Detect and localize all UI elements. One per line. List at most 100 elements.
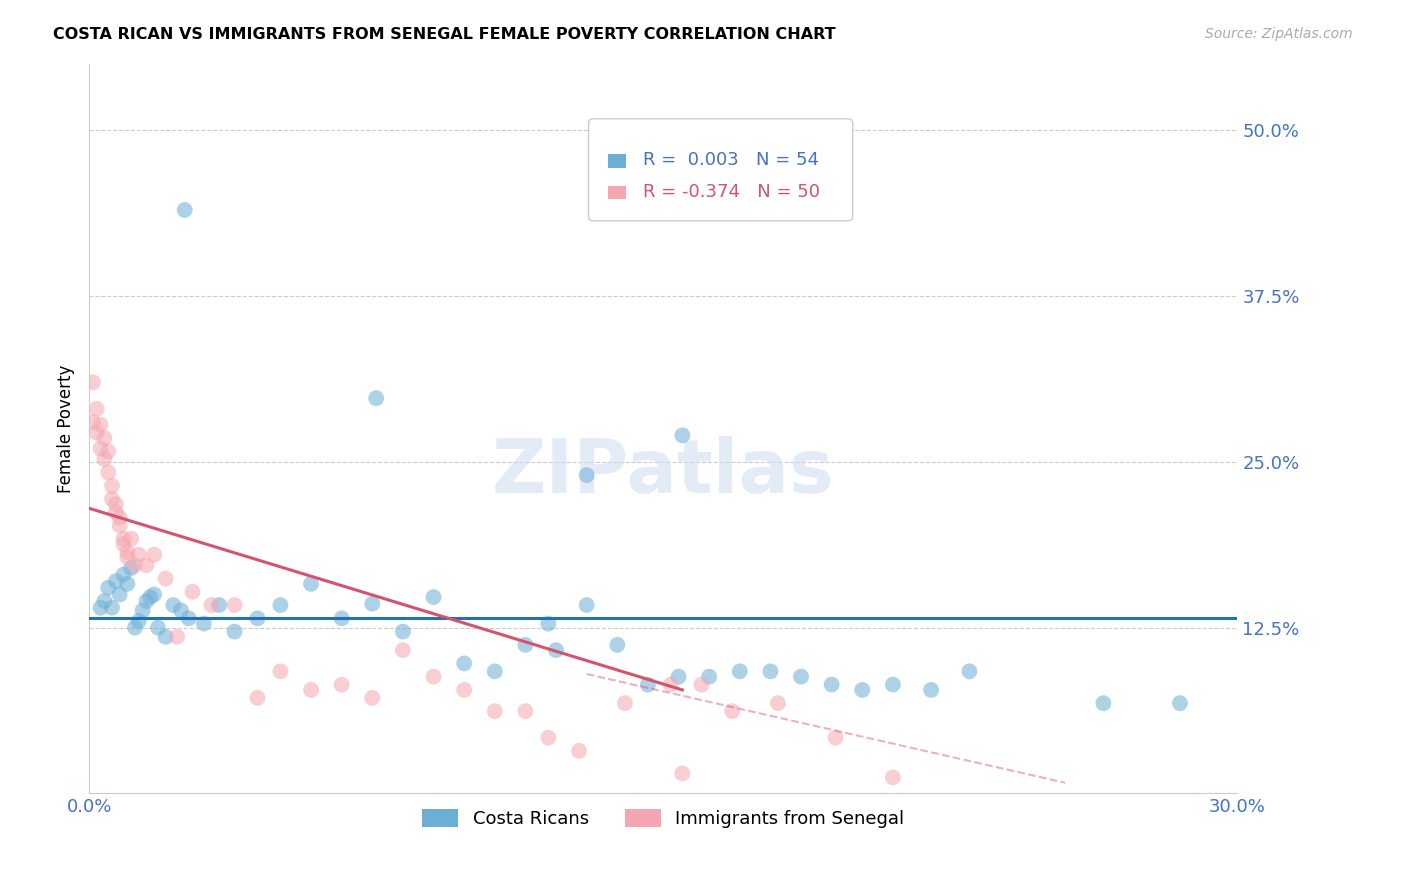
Point bbox=[97, 444, 120, 458]
Point bbox=[515, 704, 537, 718]
Point bbox=[112, 537, 135, 551]
Bar bbox=[609, 154, 626, 168]
Point bbox=[97, 581, 120, 595]
Point bbox=[124, 621, 146, 635]
Point bbox=[790, 670, 813, 684]
Text: R =  0.003   N = 54: R = 0.003 N = 54 bbox=[643, 152, 818, 169]
Point bbox=[200, 598, 222, 612]
Point bbox=[537, 731, 560, 745]
Point bbox=[453, 657, 475, 671]
Point bbox=[575, 468, 598, 483]
Point bbox=[166, 630, 188, 644]
Point bbox=[155, 572, 177, 586]
Point bbox=[112, 532, 135, 546]
Point bbox=[330, 611, 353, 625]
Point bbox=[299, 577, 322, 591]
Point bbox=[920, 682, 942, 697]
Point bbox=[120, 532, 142, 546]
Point bbox=[120, 561, 142, 575]
Point bbox=[90, 417, 112, 432]
Point bbox=[93, 594, 115, 608]
Point bbox=[143, 587, 166, 601]
Point bbox=[671, 766, 693, 780]
Point bbox=[108, 587, 131, 601]
Point bbox=[668, 670, 690, 684]
Point bbox=[93, 452, 115, 467]
Point bbox=[766, 696, 789, 710]
Point bbox=[671, 428, 693, 442]
Text: COSTA RICAN VS IMMIGRANTS FROM SENEGAL FEMALE POVERTY CORRELATION CHART: COSTA RICAN VS IMMIGRANTS FROM SENEGAL F… bbox=[53, 27, 837, 42]
Point bbox=[177, 611, 200, 625]
Point bbox=[575, 598, 598, 612]
Point bbox=[851, 682, 873, 697]
Point bbox=[453, 682, 475, 697]
Point bbox=[957, 665, 980, 679]
Point bbox=[697, 670, 720, 684]
Point bbox=[824, 731, 846, 745]
Point bbox=[117, 545, 139, 559]
Point bbox=[882, 678, 904, 692]
Point bbox=[484, 665, 506, 679]
Point bbox=[82, 415, 104, 429]
Point bbox=[104, 505, 127, 519]
Point bbox=[139, 590, 162, 604]
Point bbox=[366, 391, 388, 405]
Point bbox=[104, 574, 127, 589]
Point bbox=[86, 401, 108, 416]
Point bbox=[104, 497, 127, 511]
Point bbox=[101, 491, 124, 506]
Point bbox=[299, 682, 322, 697]
Point bbox=[208, 598, 231, 612]
Point bbox=[224, 598, 246, 612]
Point bbox=[659, 678, 682, 692]
Point bbox=[155, 630, 177, 644]
Point bbox=[515, 638, 537, 652]
Point bbox=[82, 376, 104, 390]
Bar bbox=[609, 186, 626, 199]
Point bbox=[181, 584, 204, 599]
Point bbox=[361, 690, 384, 705]
Point bbox=[392, 624, 415, 639]
Point bbox=[146, 621, 169, 635]
Point bbox=[361, 597, 384, 611]
Point bbox=[568, 744, 591, 758]
Point bbox=[108, 518, 131, 533]
Point bbox=[173, 202, 195, 217]
Point bbox=[269, 665, 291, 679]
Text: R = -0.374   N = 50: R = -0.374 N = 50 bbox=[643, 183, 820, 201]
Point bbox=[330, 678, 353, 692]
Point bbox=[101, 479, 124, 493]
Point bbox=[690, 678, 713, 692]
Point bbox=[170, 603, 193, 617]
Point bbox=[135, 594, 157, 608]
Point bbox=[117, 550, 139, 565]
Point bbox=[422, 590, 444, 604]
Point bbox=[637, 678, 659, 692]
Point bbox=[90, 442, 112, 456]
Point bbox=[162, 598, 184, 612]
Y-axis label: Female Poverty: Female Poverty bbox=[58, 365, 75, 493]
Point bbox=[131, 603, 153, 617]
Point bbox=[193, 616, 215, 631]
Point bbox=[544, 643, 567, 657]
Point bbox=[135, 558, 157, 573]
Legend: Costa Ricans, Immigrants from Senegal: Costa Ricans, Immigrants from Senegal bbox=[415, 802, 911, 836]
Point bbox=[422, 670, 444, 684]
Point bbox=[93, 431, 115, 445]
Text: Source: ZipAtlas.com: Source: ZipAtlas.com bbox=[1205, 27, 1353, 41]
Point bbox=[128, 614, 150, 628]
Point bbox=[101, 600, 124, 615]
Text: ZIPatlas: ZIPatlas bbox=[492, 436, 835, 509]
FancyBboxPatch shape bbox=[589, 119, 852, 221]
Point bbox=[246, 690, 269, 705]
Point bbox=[108, 510, 131, 524]
Point bbox=[86, 425, 108, 440]
Point bbox=[392, 643, 415, 657]
Point bbox=[484, 704, 506, 718]
Point bbox=[124, 558, 146, 573]
Point bbox=[882, 771, 904, 785]
Point bbox=[90, 600, 112, 615]
Point bbox=[1168, 696, 1191, 710]
Point bbox=[759, 665, 782, 679]
Point bbox=[721, 704, 744, 718]
